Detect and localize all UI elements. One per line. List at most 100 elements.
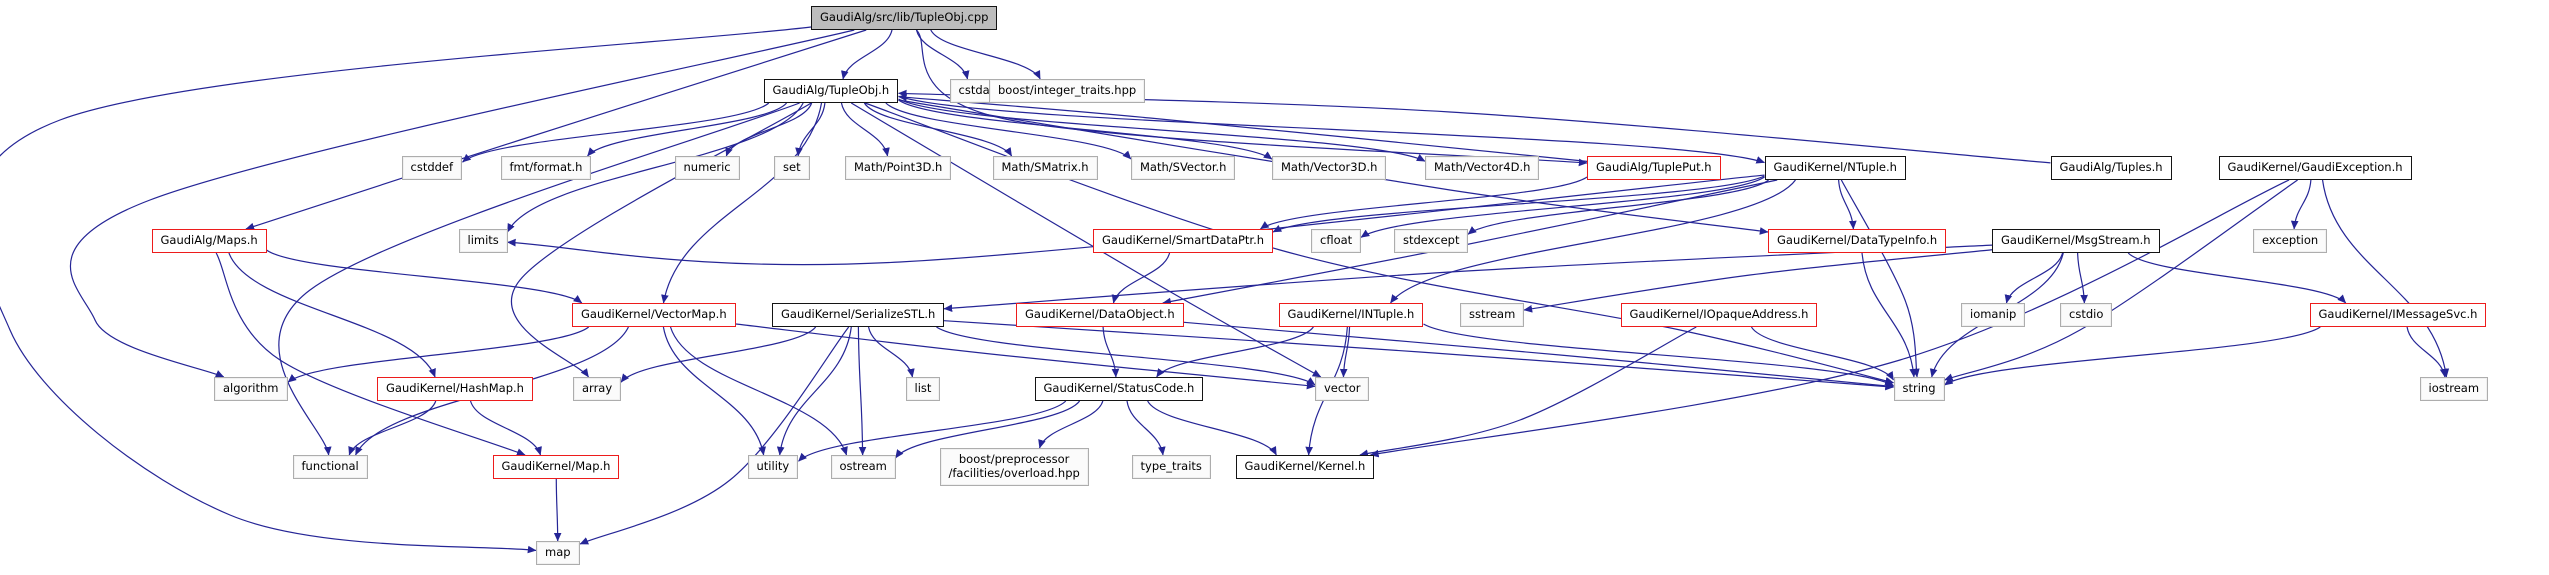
node-array: array	[573, 377, 622, 401]
edge-tupleobj_h-to-ntuple	[898, 95, 1765, 164]
edge-gexception-to-iostream	[2321, 179, 2450, 378]
node-cstdio: cstdio	[2060, 303, 2113, 327]
node-kernel[interactable]: GaudiKernel/Kernel.h	[1235, 455, 1375, 479]
node-maps[interactable]: GaudiAlg/Maps.h	[151, 229, 267, 253]
node-utility: utility	[747, 455, 799, 479]
node-iopaque[interactable]: GaudiKernel/IOpaqueAddress.h	[1620, 303, 1818, 327]
node-point3d: Math/Point3D.h	[845, 156, 952, 180]
edge-tupleobj_h-to-point3d	[840, 102, 890, 157]
node-sstream: sstream	[1460, 303, 1525, 327]
edge-statuscode-to-boostpp	[1038, 400, 1104, 449]
node-statuscode[interactable]: GaudiKernel/StatusCode.h	[1034, 377, 1204, 401]
edge-serializestl-to-map	[579, 326, 850, 545]
edge-imessagesvc-to-string	[1944, 326, 2321, 386]
node-imessagesvc[interactable]: GaudiKernel/IMessageSvc.h	[2309, 303, 2487, 327]
edge-iopaque-to-string	[1750, 326, 1895, 381]
node-tuples[interactable]: GaudiAlg/Tuples.h	[2050, 156, 2172, 180]
edge-tupleobj_h-to-array	[510, 102, 812, 378]
edge-serializestl-to-ostream	[857, 326, 867, 456]
node-set: set	[774, 156, 810, 180]
node-tupleput[interactable]: GaudiAlg/TuplePut.h	[1587, 156, 1721, 180]
node-iomanip: iomanip	[1961, 303, 2026, 327]
edge-iopaque-to-kernel	[1359, 326, 1697, 458]
node-vectormap[interactable]: GaudiKernel/VectorMap.h	[572, 303, 736, 327]
node-algorithm: algorithm	[214, 377, 288, 401]
edge-intuple-to-vector	[1339, 326, 1351, 378]
edge-tupleobj_h-to-fmt	[587, 102, 788, 157]
node-stdexcept: stdexcept	[1394, 229, 1469, 253]
node-root[interactable]: GaudiAlg/src/lib/TupleObj.cpp	[811, 6, 998, 30]
edge-intuple-to-string	[1423, 323, 1894, 387]
edge-maps-to-vectormap	[266, 249, 583, 304]
edge-maps-to-hashmap	[228, 252, 436, 378]
edge-tuples-to-tupleobj_h	[898, 89, 2051, 164]
node-cstddef: cstddef	[401, 156, 463, 180]
node-ostream: ostream	[830, 455, 896, 479]
edge-vectormap-to-utility	[662, 326, 766, 456]
edge-smartdataptr-to-dataobject	[1111, 252, 1171, 304]
node-iostream: iostream	[2419, 377, 2489, 401]
node-dataobject[interactable]: GaudiKernel/DataObject.h	[1016, 303, 1184, 327]
node-vector3d: Math/Vector3D.h	[1272, 156, 1387, 180]
edge-root-to-map	[0, 26, 812, 554]
node-vector4d: Math/Vector4D.h	[1425, 156, 1540, 180]
node-datatypeinfo[interactable]: GaudiKernel/DataTypeInfo.h	[1768, 229, 1947, 253]
edge-hashmap-to-map_h	[469, 400, 542, 456]
node-msgstream[interactable]: GaudiKernel/MsgStream.h	[1992, 229, 2160, 253]
edge-statuscode-to-kernel	[1147, 400, 1277, 456]
edge-serializestl-to-list	[867, 326, 915, 378]
node-map: map	[536, 541, 580, 565]
edge-ntuple-to-stdexcept	[1467, 179, 1769, 235]
edge-vectormap-to-algorithm	[287, 326, 590, 383]
node-hashmap[interactable]: GaudiKernel/HashMap.h	[377, 377, 533, 401]
edge-dataobject-to-statuscode	[1102, 326, 1120, 378]
node-map_h[interactable]: GaudiKernel/Map.h	[492, 455, 620, 479]
edge-gexception-to-string	[1944, 179, 2298, 381]
node-ntuple[interactable]: GaudiKernel/NTuple.h	[1764, 156, 1906, 180]
edge-hashmap-to-functional	[348, 400, 437, 456]
edge-msgstream-to-imessagesvc	[2127, 252, 2347, 304]
edge-vectormap-to-ostream	[669, 326, 848, 456]
node-intuple[interactable]: GaudiKernel/INTuple.h	[1278, 303, 1424, 327]
edge-intuple-to-statuscode	[1156, 326, 1314, 378]
node-functional: functional	[292, 455, 368, 479]
node-smartdataptr[interactable]: GaudiKernel/SmartDataPtr.h	[1093, 229, 1274, 253]
edge-root-to-cstdarg	[915, 29, 970, 80]
node-svector: Math/SVector.h	[1131, 156, 1236, 180]
edge-root-to-algorithm	[69, 29, 855, 378]
edge-root-to-tupleobj_h	[841, 29, 893, 80]
edge-tupleobj_h-to-svector	[885, 102, 1132, 160]
edge-tupleobj_h-to-vector4d	[898, 98, 1426, 162]
node-string: string	[1893, 377, 1945, 401]
edge-msgstream-to-serializestl	[943, 244, 1993, 312]
node-numeric: numeric	[674, 156, 740, 180]
node-list: list	[905, 377, 941, 401]
node-boost_it: boost/integer_traits.hpp	[989, 79, 1146, 103]
edge-vectormap-to-vector	[735, 323, 1316, 390]
edge-gexception-to-exception	[2290, 179, 2312, 230]
edge-tupleobj_h-to-set	[795, 102, 826, 157]
node-fmt: fmt/format.h	[500, 156, 592, 180]
edge-imessagesvc-to-iostream	[2406, 326, 2448, 378]
edge-serializestl-to-utility	[776, 326, 852, 456]
node-exception: exception	[2253, 229, 2328, 253]
node-limits: limits	[458, 229, 508, 253]
edge-root-to-maps	[245, 29, 867, 231]
edge-msgstream-to-iomanip	[2004, 252, 2064, 304]
edge-serializestl-to-array	[620, 326, 817, 383]
node-serializestl[interactable]: GaudiKernel/SerializeSTL.h	[772, 303, 945, 327]
edge-tupleput-to-tupleobj_h	[898, 93, 1588, 162]
edge-root-to-boost_it	[930, 29, 1041, 80]
node-cfloat: cfloat	[1311, 229, 1362, 253]
edge-tupleobj_h-to-string	[864, 102, 1894, 385]
node-gexception[interactable]: GaudiKernel/GaudiException.h	[2218, 156, 2412, 180]
edge-ntuple-to-datatypeinfo	[1838, 179, 1857, 230]
edge-tupleobj_h-to-vectormap	[661, 102, 823, 304]
node-tupleobj_h[interactable]: GaudiAlg/TupleObj.h	[763, 79, 899, 103]
edge-dataobject-to-string	[1183, 321, 1894, 390]
edge-datatypeinfo-to-string	[1861, 252, 1918, 378]
edge-tupleobj_h-to-vector3d	[898, 99, 1273, 160]
node-type_traits: type_traits	[1131, 455, 1211, 479]
